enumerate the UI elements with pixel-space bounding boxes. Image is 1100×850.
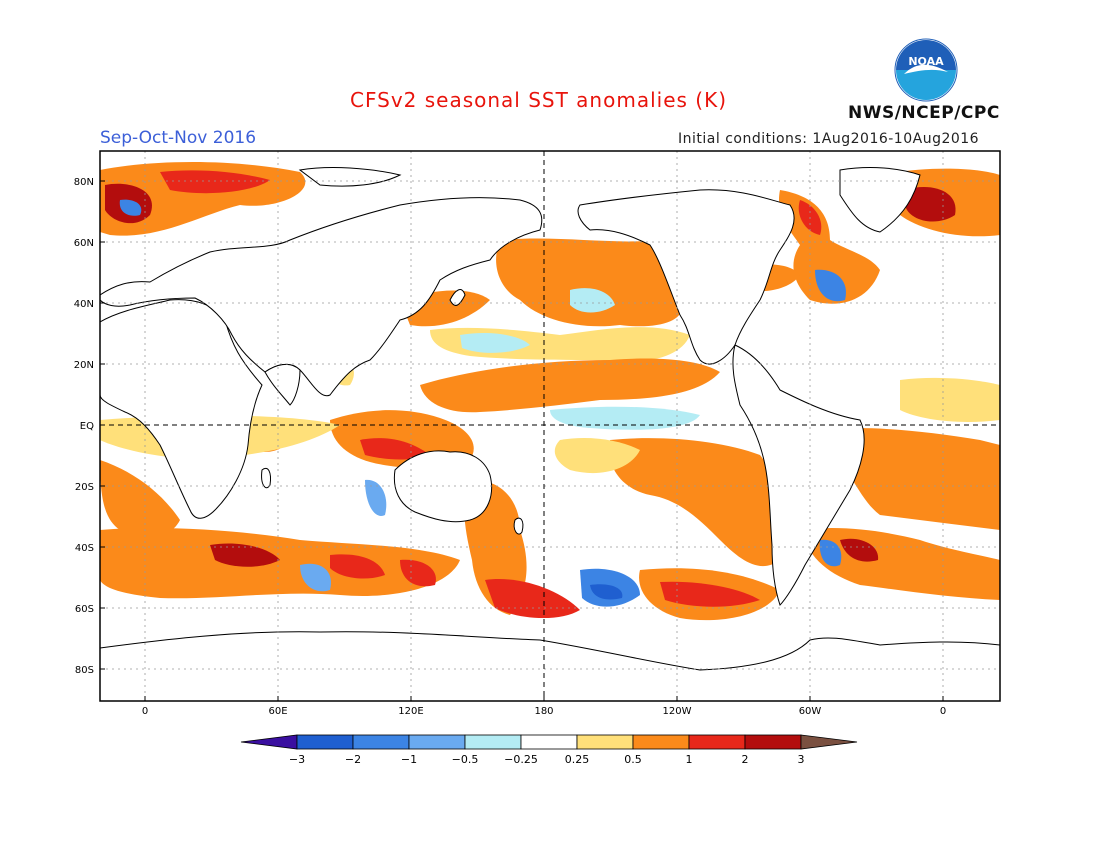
india [264,363,301,406]
lat-label: EQ [80,421,94,432]
initial-conditions-label: Initial conditions: 1Aug2016-10Aug2016 [678,131,980,147]
agency-label: NWS/NCEP/CPC [848,103,1000,123]
noaa-logo-bird [904,64,948,74]
lat-label: 20N [74,360,94,371]
north-america [577,189,795,365]
lat-label: 40N [74,299,94,310]
lon-label: 0 [940,706,946,717]
lat-ticks [100,180,105,670]
reference-lines [100,151,1000,701]
south-america [732,344,865,606]
map-frame [99,150,1001,702]
lon-axis: 0 60E 120E 180 120W 60W 0 [142,706,946,717]
lon-label: 120E [398,706,423,717]
lon-ticks [144,696,944,701]
noaa-logo-bottom [896,70,956,100]
eurasia [100,197,543,397]
arctic-islands [298,167,402,187]
noaa-logo-top [896,40,956,70]
gridlines [100,151,1000,701]
lon-label: 120W [663,706,692,717]
japan [449,289,466,306]
lat-label: 60N [74,238,94,249]
map-layers [100,151,1000,701]
noaa-logo-text: NOAA [908,55,944,68]
chart-title: CFSv2 seasonal SST anomalies (K) [350,88,727,112]
noaa-logo-icon: NOAA [894,38,958,102]
lat-label: 80N [74,177,94,188]
africa [100,299,263,519]
lat-label: 60S [75,604,94,615]
new-zealand [513,517,524,535]
lat-axis: 80N 60N 40N 20N EQ 20S 40S 60S 80S [74,177,94,676]
antarctica [100,631,1000,701]
season-label: Sep-Oct-Nov 2016 [100,128,257,148]
lon-label: 0 [142,706,148,717]
lat-label: 80S [75,665,94,676]
madagascar [261,467,271,489]
lon-label: 180 [534,706,553,717]
greenland [839,167,921,233]
lat-label: 20S [75,482,94,493]
lon-label: 60W [799,706,822,717]
lat-label: 40S [75,543,94,554]
lon-label: 60E [268,706,287,717]
